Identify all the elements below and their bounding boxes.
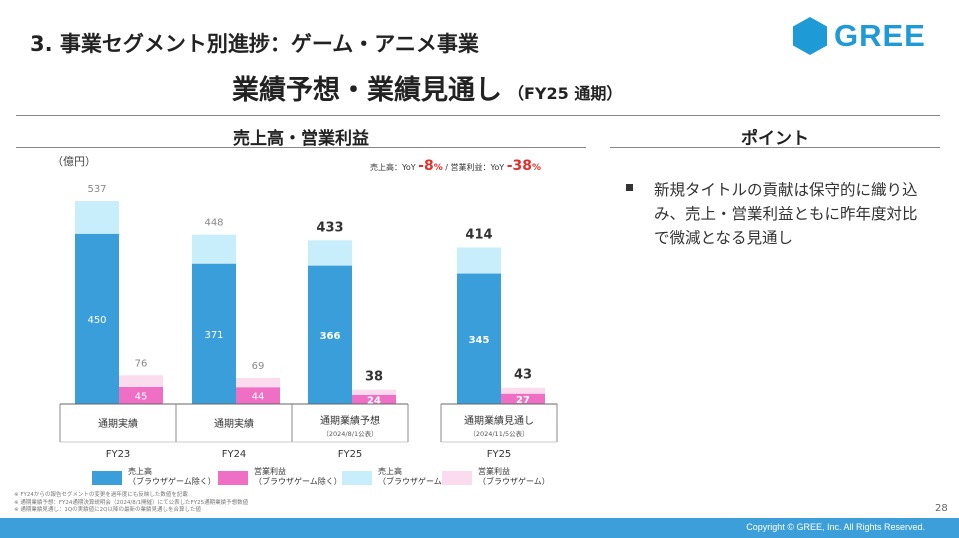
copyright: Copyright © GREE, Inc. All Rights Reserv…	[746, 522, 925, 532]
footnote: ※ FY24からの報告セグメントの変更を過年度にも反映した数値を記載	[14, 492, 188, 498]
bar-profit-ex	[352, 394, 396, 404]
bar-profit-ex	[119, 386, 163, 404]
category-sublabel: （2024/8/1公表）	[322, 429, 377, 438]
period-label: FY25	[338, 449, 363, 460]
label-sales-total: 448	[204, 218, 223, 229]
unit-label: （億円）	[52, 155, 96, 168]
label-sales-ex: 371	[204, 330, 223, 341]
subtitle-suffix: （FY25 通期）	[508, 84, 623, 103]
page-title: 3. 事業セグメント別進捗：ゲーム・アニメ事業	[30, 32, 479, 56]
label-sales-ex: 345	[469, 335, 490, 346]
logo-text: GREE	[834, 18, 926, 53]
yoy-summary: 売上高：YoY -8% / 営業利益：YoY -38%	[370, 158, 541, 174]
yoy-profit-value: -38	[506, 158, 532, 174]
period-label: FY23	[106, 449, 131, 460]
legend-swatch	[442, 471, 472, 485]
bar-profit-ex	[236, 387, 280, 404]
yoy-sales-value: -8	[418, 158, 434, 174]
label-sales-ex: 450	[87, 315, 106, 326]
legend-swatch	[92, 471, 122, 485]
legend-label: 売上高 （ブラウザゲーム）	[378, 467, 450, 486]
bar-sales-ex	[308, 265, 352, 404]
bar-sales-browser	[192, 234, 236, 264]
label-profit-total: 38	[365, 370, 383, 385]
legend-label: 売上高 （ブラウザゲーム除く）	[128, 467, 216, 486]
label-profit-ex: 45	[135, 391, 148, 402]
bar-sales-ex	[457, 273, 501, 404]
label-profit-total: 76	[135, 358, 148, 369]
label-profit-total: 69	[252, 361, 265, 372]
category-label: 通期実績	[98, 417, 138, 430]
footnote: ※ 通期業績見通し：1Qの実績値に2Q以降の最新の業績見通しを合算した値	[14, 507, 202, 513]
legend-label: 営業利益 （ブラウザゲーム）	[478, 467, 550, 486]
label-profit-total: 43	[514, 368, 532, 383]
category-label: 通期実績	[214, 417, 254, 430]
section-divider-right	[610, 147, 940, 148]
label-profit-ex: 27	[516, 395, 530, 406]
label-profit-ex: 44	[252, 392, 265, 403]
legend-swatch	[218, 471, 248, 485]
bar-sales-browser	[308, 240, 352, 266]
bar-sales-ex	[192, 263, 236, 404]
bullet-square-icon	[626, 184, 633, 191]
point-item: 新規タイトルの貢献は保守的に織り込み、売上・営業利益ともに昨年度対比で微減となる…	[654, 181, 918, 247]
yoy-sales-label: 売上高：YoY	[370, 163, 416, 172]
yoy-profit-pct: %	[531, 163, 542, 173]
category-sublabel: （2024/11/5公表）	[469, 429, 528, 438]
bar-sales-ex	[75, 233, 119, 404]
label-profit-ex: 24	[367, 395, 381, 406]
bar-profit-browser	[501, 387, 545, 394]
bar-profit-browser	[352, 389, 396, 395]
footnote: ※ 通期業績予想：FY24通期決算説明会（2024/8/1開催）にて公表したFY…	[14, 499, 249, 506]
gree-logo: GREE	[790, 16, 935, 56]
bar-profit-browser	[236, 377, 280, 388]
slide-subtitle: 業績予想・業績見通し （FY25 通期）	[232, 68, 622, 107]
page-number: 28	[935, 503, 948, 514]
yoy-sales-pct: %	[433, 163, 443, 173]
section-title-sales-profit: 売上高・営業利益	[233, 129, 369, 149]
bar-profit-browser	[119, 375, 163, 387]
footer-bar: Copyright © GREE, Inc. All Rights Reserv…	[0, 518, 959, 538]
subtitle-main: 業績予想・業績見通し	[232, 75, 502, 106]
legend-swatch	[342, 471, 372, 485]
label-sales-total: 414	[465, 228, 492, 243]
hexagon-icon	[793, 17, 827, 55]
sales-profit-chart: 537 76 450 45 通期実績 FY23 448 69 371 44 通期実績 FY24 433 3…	[59, 184, 558, 460]
section-divider-left	[16, 147, 586, 148]
legend-label: 営業利益 （ブラウザゲーム除く）	[254, 467, 342, 486]
header-divider	[16, 115, 940, 116]
label-sales-total: 537	[87, 184, 106, 195]
bar-sales-browser	[75, 201, 119, 234]
category-label: 通期業績見通し	[464, 414, 534, 427]
yoy-profit-label: 営業利益：YoY	[450, 163, 505, 172]
bar-sales-browser	[457, 247, 501, 274]
label-sales-total: 433	[316, 220, 343, 235]
label-sales-ex: 366	[320, 331, 341, 342]
bar-profit-ex	[501, 393, 545, 404]
category-label: 通期業績予想	[320, 414, 380, 427]
footnotes: ※ FY24からの報告セグメントの変更を過年度にも反映した数値を記載 ※ 通期業…	[14, 492, 248, 515]
yoy-separator: /	[442, 163, 451, 172]
period-label: FY24	[222, 449, 247, 460]
period-label: FY25	[487, 449, 512, 460]
section-title-points: ポイント	[741, 129, 809, 149]
